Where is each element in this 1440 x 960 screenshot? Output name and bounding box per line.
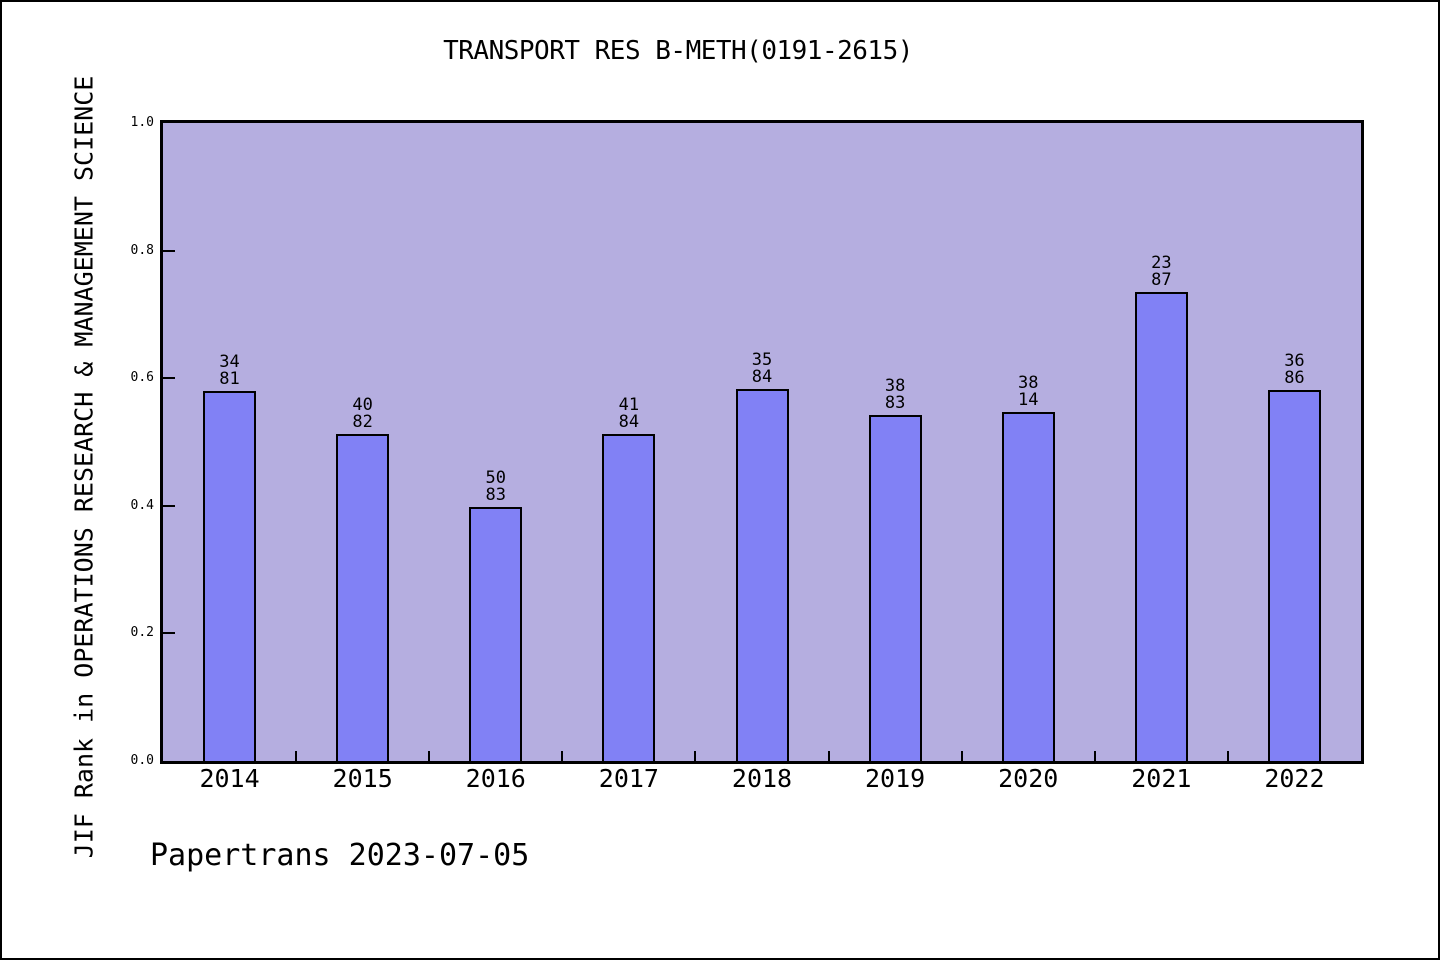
bar-2021 (1134, 291, 1188, 761)
bar-label-2019: 38 83 (884, 376, 906, 414)
y-tick-mark (163, 249, 175, 252)
y-tick-label-0.4: 0.4 (130, 497, 154, 513)
bar-2020 (1001, 411, 1055, 761)
x-tick-mark (1093, 751, 1096, 761)
x-tick-mark (1226, 751, 1229, 761)
footer-watermark: Papertrans 2023-07-05 (150, 838, 530, 873)
x-tick-label-2022: 2022 (1264, 764, 1325, 793)
bar-2015 (336, 434, 390, 761)
y-tick-label-0.8: 0.8 (130, 242, 154, 258)
x-tick-label-2021: 2021 (1131, 764, 1192, 793)
x-tick-label-2020: 2020 (998, 764, 1059, 793)
y-tick-mark (163, 377, 175, 380)
x-tick-mark (561, 751, 564, 761)
y-axis-title: JIF Rank in OPERATIONS RESEARCH & MANAGE… (69, 75, 99, 859)
y-tick-mark (163, 504, 175, 507)
y-tick-label-0.6: 0.6 (130, 370, 154, 386)
x-tick-mark (428, 751, 431, 761)
bar-2014 (203, 390, 257, 761)
x-tick-mark (694, 751, 697, 761)
bar-label-2016: 50 83 (485, 468, 506, 506)
x-tick-label-2014: 2014 (199, 764, 260, 793)
bar-label-2021: 23 87 (1151, 252, 1172, 290)
x-tick-label-2018: 2018 (731, 764, 793, 793)
plot-inner: 34 81 40 82 50 83 41 84 35 84 38 83 38 14 23 87… (163, 123, 1361, 761)
x-tick-label-2016: 2016 (465, 764, 526, 793)
bar-label-2020: 38 14 (1017, 372, 1039, 410)
y-tick-label-0.2: 0.2 (130, 625, 154, 641)
y-tick-mark (163, 632, 175, 635)
y-tick-label-1.0: 1.0 (130, 115, 154, 130)
x-tick-mark (827, 751, 830, 761)
y-tick-label-0.0: 0.0 (130, 753, 154, 768)
bar-label-2022: 36 86 (1284, 351, 1305, 389)
plot-area: 34 81 40 82 50 83 41 84 35 84 38 83 38 14 23 87… (160, 120, 1364, 764)
x-tick-label-2017: 2017 (598, 764, 659, 793)
x-tick-mark (960, 751, 963, 761)
bar-label-2018: 35 84 (751, 349, 773, 387)
chart-title: TRANSPORT RES B-METH(0191-2615) (443, 36, 913, 66)
x-tick-label-2019: 2019 (865, 764, 926, 793)
bar-2019 (868, 415, 922, 761)
bar-2018 (735, 388, 789, 761)
bar-label-2014: 34 81 (219, 351, 240, 389)
bar-label-2017: 41 84 (618, 395, 640, 433)
bar-2017 (602, 434, 656, 761)
x-tick-mark (295, 751, 298, 761)
bar-2022 (1267, 390, 1321, 761)
x-tick-label-2015: 2015 (332, 764, 393, 793)
bar-label-2015: 40 82 (352, 395, 373, 433)
bar-2016 (469, 507, 523, 761)
